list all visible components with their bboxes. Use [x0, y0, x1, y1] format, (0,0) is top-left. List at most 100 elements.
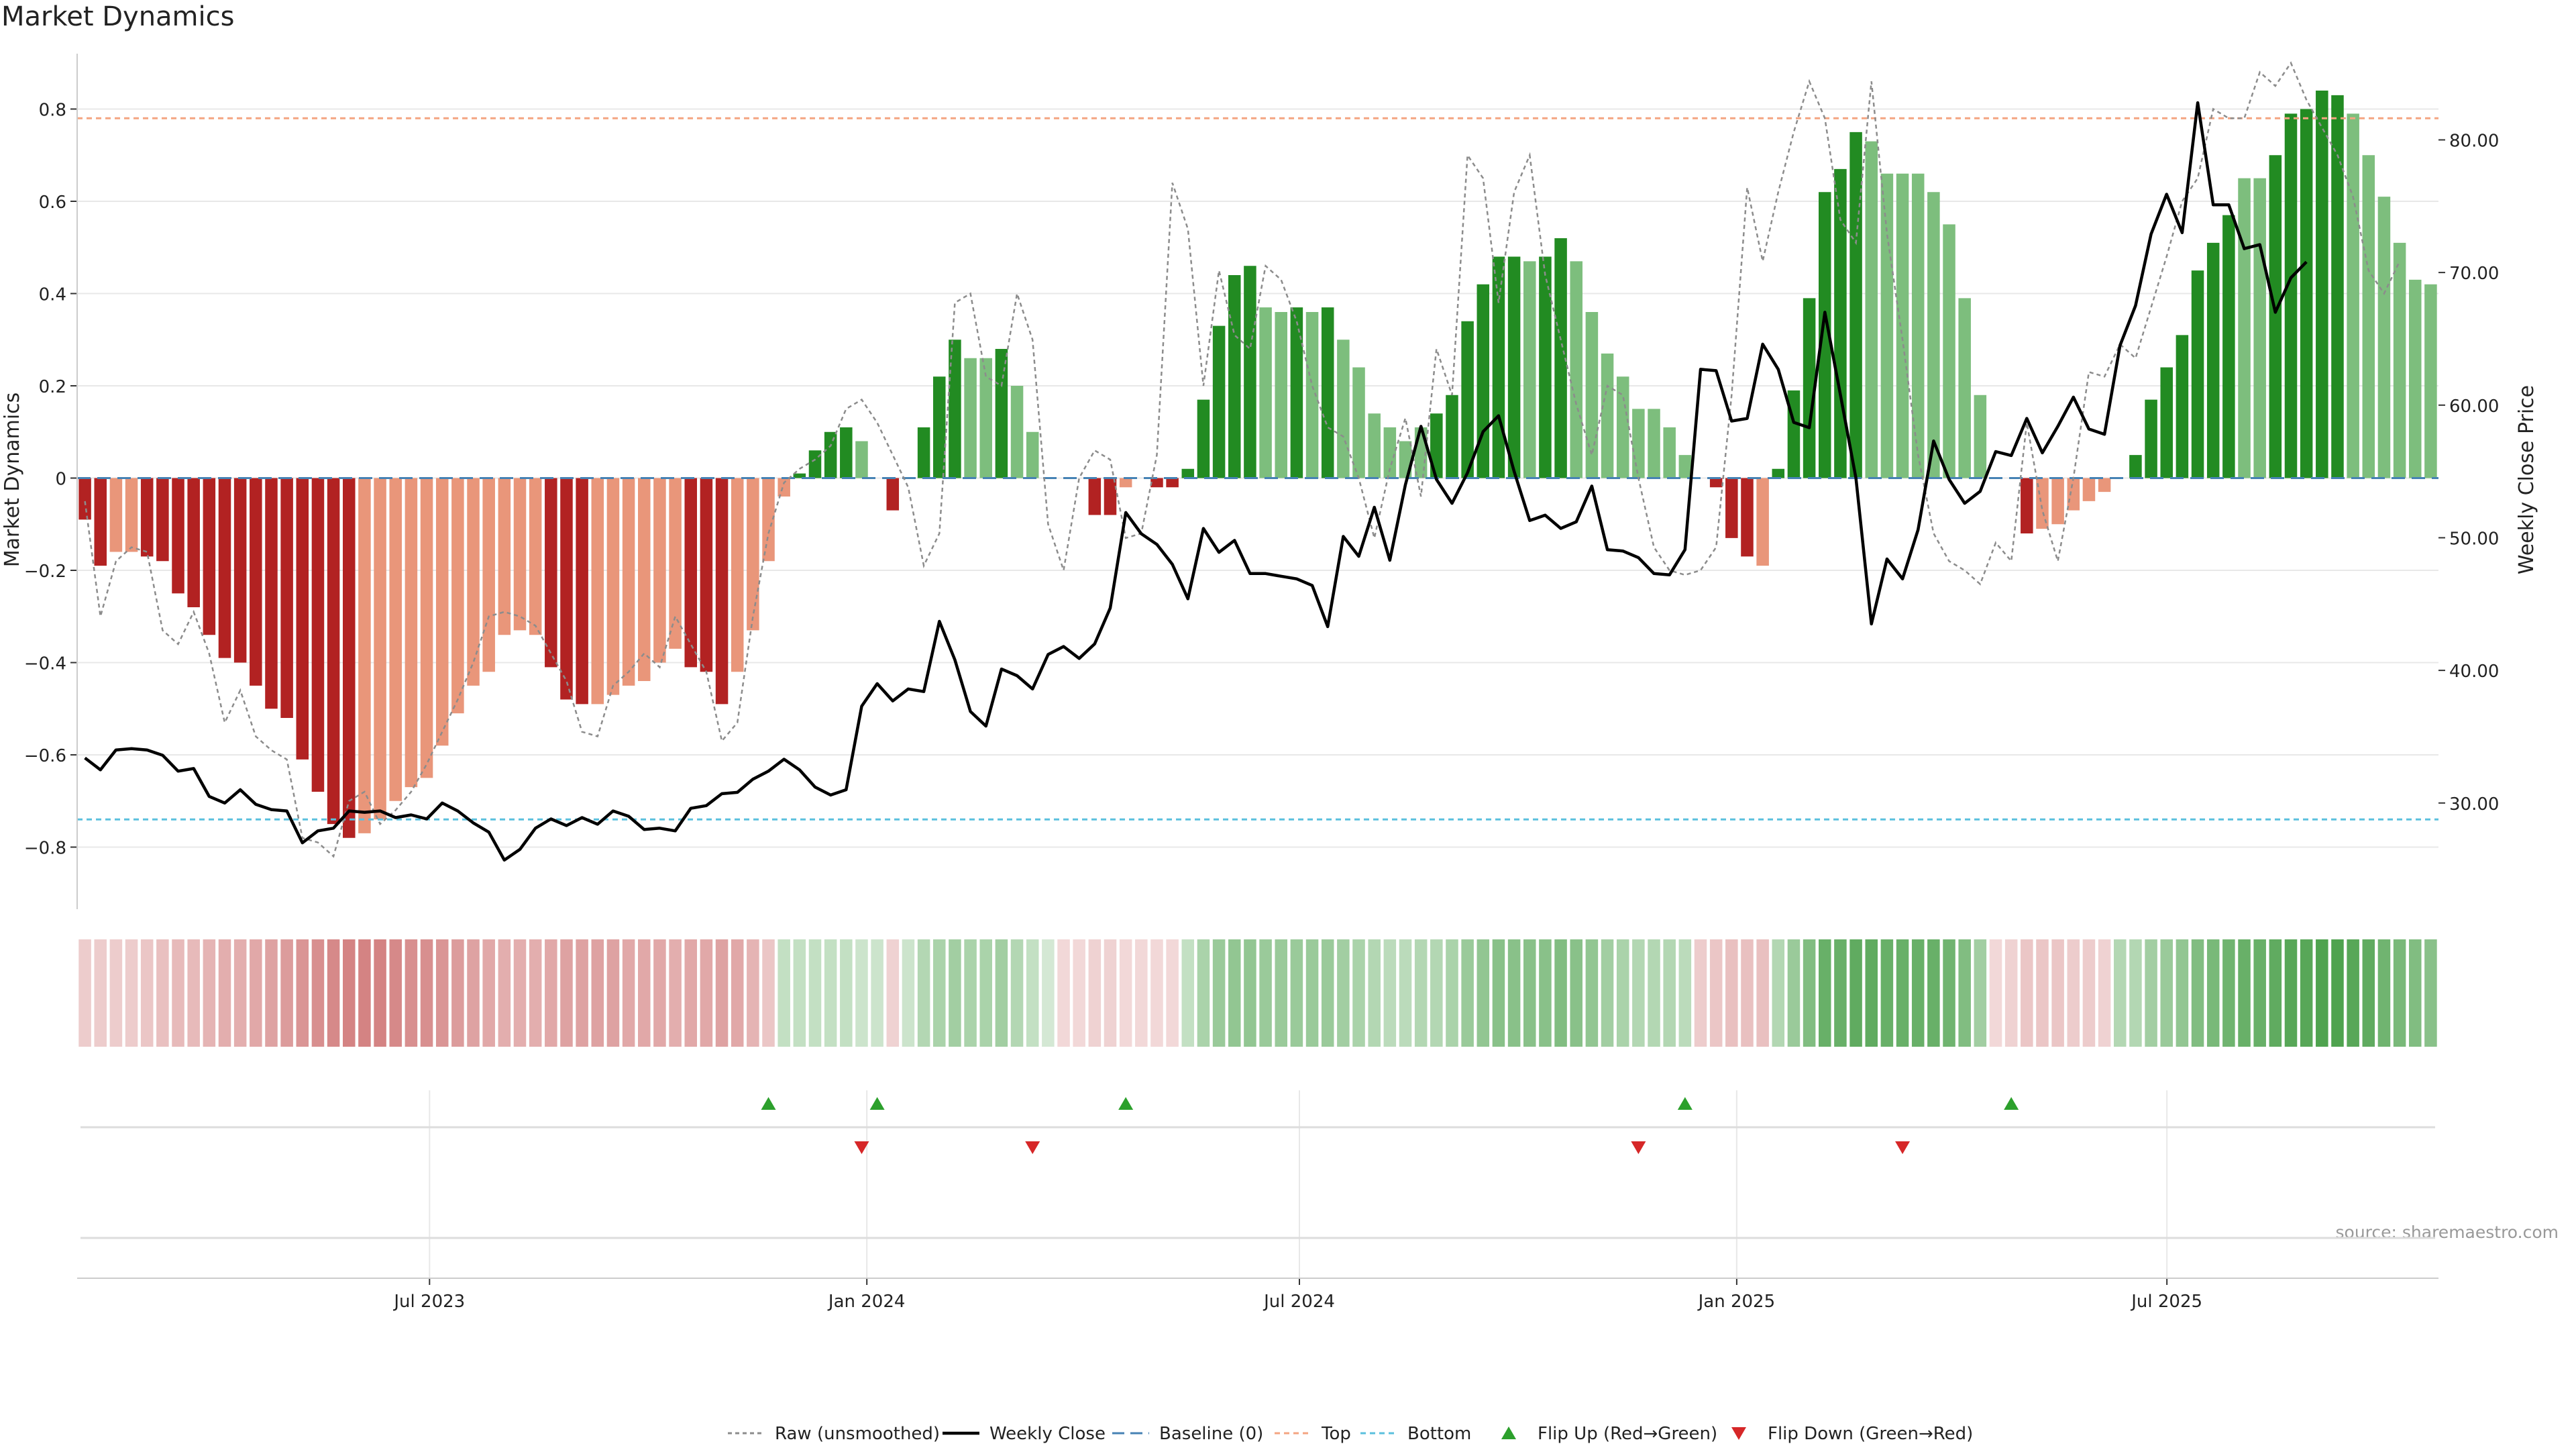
strength-cell [1414, 939, 1428, 1047]
y2-tick-label: 40.00 [2449, 662, 2499, 682]
flip-up-marker [2004, 1097, 2019, 1110]
strength-cell [1461, 939, 1474, 1047]
dynamics-bar [1228, 275, 1241, 478]
dynamics-bar [2098, 478, 2111, 492]
dynamics-bar [233, 478, 247, 663]
dynamics-bar [435, 478, 449, 746]
dynamics-bar [545, 478, 557, 668]
legend-label: Flip Up (Red→Green) [1538, 1424, 1717, 1444]
dynamics-bar [1197, 399, 1210, 478]
dynamics-bar [2377, 197, 2391, 478]
dynamics-bar [576, 478, 588, 705]
dynamics-bar [2067, 478, 2080, 511]
dynamics-bar [1290, 307, 1303, 478]
dynamics-bar [2238, 178, 2251, 478]
raw-series-line [84, 61, 2401, 858]
strength-cell [606, 939, 620, 1047]
strength-cell [1290, 939, 1303, 1047]
strength-cell [560, 939, 573, 1047]
strength-cell [1212, 939, 1226, 1047]
dynamics-bar [669, 478, 682, 649]
legend: Raw (unsmoothed) Weekly Close Baseline (0)… [728, 1424, 1973, 1444]
dynamics-bar [498, 478, 511, 635]
strength-cell [2114, 939, 2127, 1047]
strength-cell [2409, 939, 2422, 1047]
dynamics-bar [1896, 173, 1909, 478]
y2-axis-label: Weekly Close Price [2515, 385, 2538, 574]
legend-label: Baseline (0) [1159, 1424, 1263, 1444]
dynamics-bar [343, 478, 356, 838]
strip-layer [78, 939, 2437, 1047]
strength-cell [2160, 939, 2173, 1047]
dynamics-bar [156, 478, 169, 562]
dynamics-bar [1709, 478, 1723, 488]
legend-swatch-flip-up [1501, 1427, 1516, 1439]
strength-cell [731, 939, 744, 1047]
dynamics-bar [700, 478, 713, 672]
flip-up-marker [869, 1097, 885, 1110]
strength-cell [1974, 939, 1987, 1047]
strength-cell [747, 939, 759, 1047]
strength-cell [2222, 939, 2235, 1047]
strength-cell [2004, 939, 2018, 1047]
legend-label: Weekly Close [989, 1424, 1106, 1444]
strength-cell [405, 939, 418, 1047]
strength-cell [715, 939, 729, 1047]
strength-cell [1197, 939, 1210, 1047]
dynamics-bar [2082, 478, 2096, 501]
x-tick-label: Jan 2024 [827, 1292, 906, 1312]
dynamics-bar [2145, 399, 2157, 478]
strength-cell [2393, 939, 2406, 1047]
strength-cell [824, 939, 837, 1047]
strength-cell [2206, 939, 2220, 1047]
dynamics-bar [327, 478, 340, 825]
dynamics-bar [2160, 367, 2173, 478]
strength-cell [2051, 939, 2064, 1047]
strength-cell [2176, 939, 2189, 1047]
dynamics-bar [917, 427, 930, 478]
strength-cell [1616, 939, 1629, 1047]
strength-cell [435, 939, 449, 1047]
dynamics-bar [808, 450, 822, 478]
strength-cell [1492, 939, 1505, 1047]
dynamics-bar [1088, 478, 1102, 515]
strength-cell [1570, 939, 1582, 1047]
strength-cell [482, 939, 495, 1047]
strength-cell [653, 939, 666, 1047]
dynamics-bar [1446, 395, 1458, 478]
strength-cell [1305, 939, 1319, 1047]
strength-cell [467, 939, 480, 1047]
strength-cell [389, 939, 402, 1047]
strength-cell [933, 939, 946, 1047]
dynamics-bar [1352, 367, 1365, 478]
dynamics-bar [1663, 427, 1676, 478]
strength-cell [451, 939, 464, 1047]
dynamics-bar [2424, 284, 2437, 478]
dynamics-bar [1212, 325, 1226, 478]
dynamics-bar [2362, 155, 2375, 478]
dynamics-bar [467, 478, 480, 686]
dynamics-bar [1648, 409, 1660, 478]
strength-cell [1383, 939, 1397, 1047]
dynamics-bar [1927, 192, 1940, 478]
y-axis-label: Market Dynamics [1, 393, 24, 568]
dynamics-bar [1772, 468, 1785, 478]
dynamics-bar [2222, 215, 2235, 478]
strength-cell [2021, 939, 2033, 1047]
dynamics-bar [1010, 386, 1024, 478]
strength-cell [343, 939, 356, 1047]
strength-cell [684, 939, 697, 1047]
strength-cell [995, 939, 1008, 1047]
dynamics-bar [1911, 173, 1925, 478]
strength-cell [1834, 939, 1847, 1047]
dynamics-bar [1865, 141, 1878, 478]
strength-cell [669, 939, 682, 1047]
strength-cell [1539, 939, 1552, 1047]
dynamics-bar [979, 358, 992, 478]
y2-tick-label: 30.00 [2449, 794, 2499, 815]
dynamics-bar [513, 478, 527, 631]
dynamics-bar [2176, 335, 2189, 478]
dynamics-bar [2051, 478, 2064, 525]
strength-cell [1663, 939, 1676, 1047]
y-tick-label: 0.4 [39, 285, 66, 305]
